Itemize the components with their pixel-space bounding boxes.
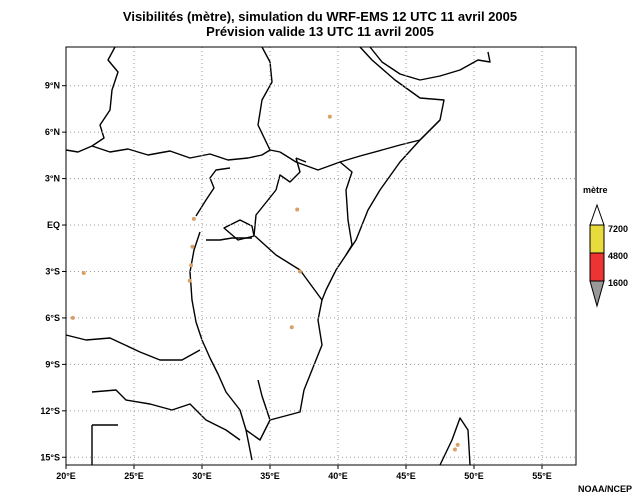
visibility-spot <box>295 207 300 212</box>
legend-label-1600: 1600 <box>608 278 629 288</box>
credit-text: NOAA/NCEP <box>577 484 632 494</box>
legend-top-arrow <box>589 203 605 226</box>
lon-tick-label: 40°E <box>328 471 348 481</box>
lat-tick-label: 12°S <box>40 406 60 416</box>
map-title-line-1: Visibilités (mètre), simulation du WRF-E… <box>122 9 518 24</box>
graticule <box>65 47 576 465</box>
legend-bottom-arrow <box>589 280 605 308</box>
lat-tick-label: 3°S <box>45 266 60 276</box>
lon-tick-label: 25°E <box>124 471 144 481</box>
visibility-spots <box>70 114 460 452</box>
legend-label-7200: 7200 <box>608 224 629 234</box>
legend-swatch-7200 <box>589 224 605 254</box>
map-title-line-2: Prévision valide 13 UTC 11 avril 2005 <box>206 24 434 39</box>
lat-tick-label: 15°S <box>40 452 60 462</box>
visibility-spot <box>81 271 86 276</box>
visibility-spot <box>70 315 75 320</box>
axis-ticks: 20°E 25°E 30°E 35°E 40°E 45°E 50°E 55°E 9°N 6°N 3°… <box>40 81 551 481</box>
legend-swatch-4800 <box>589 252 605 282</box>
lon-tick-label: 50°E <box>464 471 484 481</box>
lon-tick-label: 30°E <box>192 471 212 481</box>
lon-tick-label: 20°E <box>56 471 76 481</box>
visibility-spot <box>189 263 194 268</box>
lat-tick-label: 9°N <box>45 81 60 91</box>
lat-tick-label: EQ <box>47 220 60 230</box>
lat-tick-label: 6°N <box>45 127 60 137</box>
visibility-spot <box>289 325 294 330</box>
visibility-spot <box>327 114 332 119</box>
visibility-spot <box>452 447 457 452</box>
lon-tick-label: 55°E <box>532 471 552 481</box>
lat-tick-label: 9°S <box>45 359 60 369</box>
country-borders <box>65 46 491 466</box>
visibility-spot <box>191 216 196 221</box>
visibility-spot <box>190 244 195 249</box>
legend-label-4800: 4800 <box>608 251 629 261</box>
visibility-legend-bar <box>589 203 605 308</box>
lat-tick-label: 3°N <box>45 174 60 184</box>
map-frame <box>65 46 577 466</box>
legend-title: mètre <box>583 185 608 195</box>
lon-tick-label: 45°E <box>396 471 416 481</box>
visibility-spot <box>297 269 302 274</box>
lat-tick-label: 6°S <box>45 313 60 323</box>
visibility-spot <box>187 278 192 283</box>
lon-tick-label: 35°E <box>260 471 280 481</box>
visibility-spot <box>455 442 460 447</box>
